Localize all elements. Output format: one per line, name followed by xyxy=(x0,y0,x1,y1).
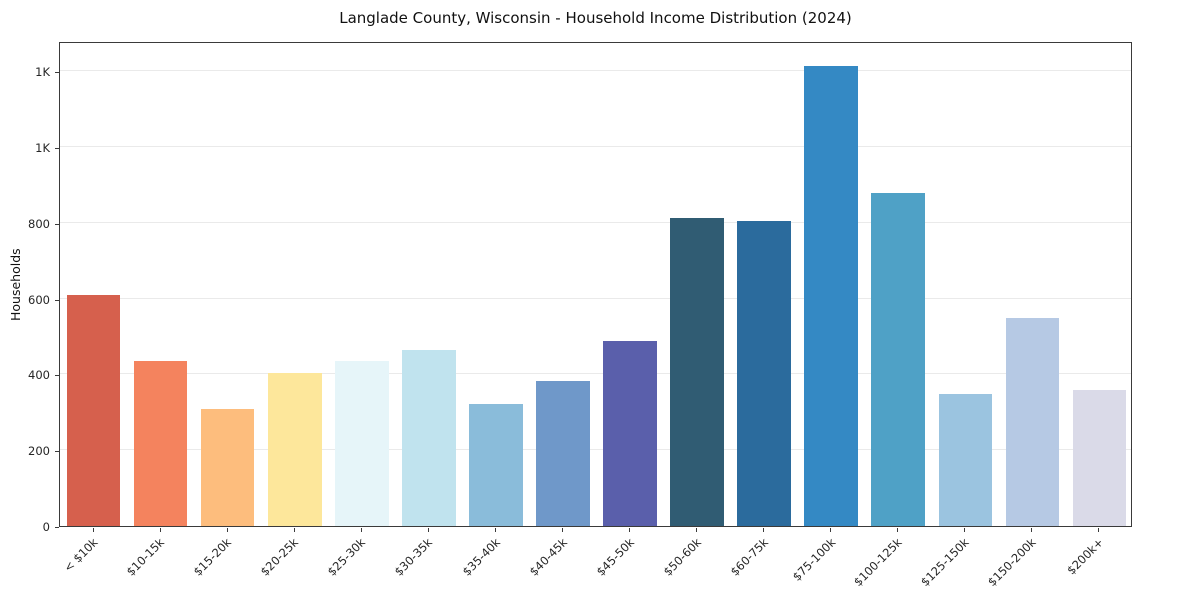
gridline xyxy=(60,70,1131,72)
y-tick-label: 1K xyxy=(35,141,50,156)
y-tick-mark xyxy=(55,223,59,225)
gridline xyxy=(60,146,1131,148)
x-tick-mark xyxy=(964,528,966,532)
x-tick-mark xyxy=(427,528,429,532)
bar xyxy=(871,192,926,526)
x-tick-mark xyxy=(696,528,698,532)
gridline xyxy=(60,297,1131,299)
x-tick-label: $60-75k xyxy=(727,535,771,579)
bar xyxy=(603,341,657,526)
x-tick-mark xyxy=(494,528,496,532)
bar xyxy=(1072,390,1127,526)
y-tick-label: 600 xyxy=(28,292,50,307)
x-tick-label: $100-125k xyxy=(851,535,905,589)
bar xyxy=(133,361,188,526)
x-tick-label: < $10k xyxy=(60,535,101,575)
y-tick-label: 400 xyxy=(28,368,50,383)
x-tick-label: $15-20k xyxy=(190,535,235,579)
y-tick-label: 800 xyxy=(28,216,50,231)
y-tick-label: 1K xyxy=(35,65,50,80)
x-tick-label: $35-40k xyxy=(459,535,503,579)
x-tick-mark xyxy=(293,528,295,532)
bar xyxy=(938,394,993,526)
bar xyxy=(66,294,121,526)
bar xyxy=(536,381,590,526)
x-tick-label: $125-150k xyxy=(918,535,972,589)
x-tick-label: $40-45k xyxy=(526,535,570,579)
x-tick-label: $200k+ xyxy=(1063,535,1107,578)
gridline xyxy=(60,373,1131,375)
y-tick-label: 0 xyxy=(42,520,50,534)
x-tick-label: $50-60k xyxy=(660,535,704,579)
x-tick-label: $20-25k xyxy=(257,535,302,579)
bar xyxy=(334,361,389,526)
x-tick-mark xyxy=(830,528,832,532)
x-tick-label: $25-30k xyxy=(324,535,369,579)
x-tick-mark xyxy=(629,528,631,532)
x-tick-mark xyxy=(92,528,94,532)
x-tick-mark xyxy=(159,528,161,532)
x-tick-label: $45-50k xyxy=(593,535,637,579)
y-tick-mark xyxy=(55,527,59,528)
x-tick-label: $150-200k xyxy=(985,535,1040,589)
x-tick-mark xyxy=(561,528,563,532)
x-tick-mark xyxy=(1031,528,1033,532)
bar xyxy=(670,218,724,526)
x-tick-mark xyxy=(360,528,362,532)
bar xyxy=(804,65,859,526)
x-tick-label: $75-100k xyxy=(789,535,838,584)
plot-area xyxy=(59,42,1132,527)
y-tick-mark xyxy=(55,451,59,453)
bar xyxy=(200,409,255,526)
y-tick-mark xyxy=(55,72,59,74)
gridline xyxy=(60,449,1131,451)
bar xyxy=(469,404,523,526)
x-tick-label: $30-35k xyxy=(392,535,436,579)
chart-title: Langlade County, Wisconsin - Household I… xyxy=(339,9,852,27)
y-tick-mark xyxy=(55,299,59,301)
bar xyxy=(402,349,456,526)
x-tick-mark xyxy=(897,528,899,532)
y-tick-mark xyxy=(55,375,59,377)
bar xyxy=(1005,317,1060,526)
x-tick-mark xyxy=(763,528,765,532)
y-tick-mark xyxy=(55,148,59,150)
x-tick-label: $10-15k xyxy=(123,535,168,579)
gridline xyxy=(60,221,1131,223)
bar xyxy=(737,220,791,526)
bar xyxy=(267,372,322,526)
x-tick-mark xyxy=(226,528,228,532)
x-tick-mark xyxy=(1098,528,1100,532)
y-tick-label: 200 xyxy=(28,444,50,459)
